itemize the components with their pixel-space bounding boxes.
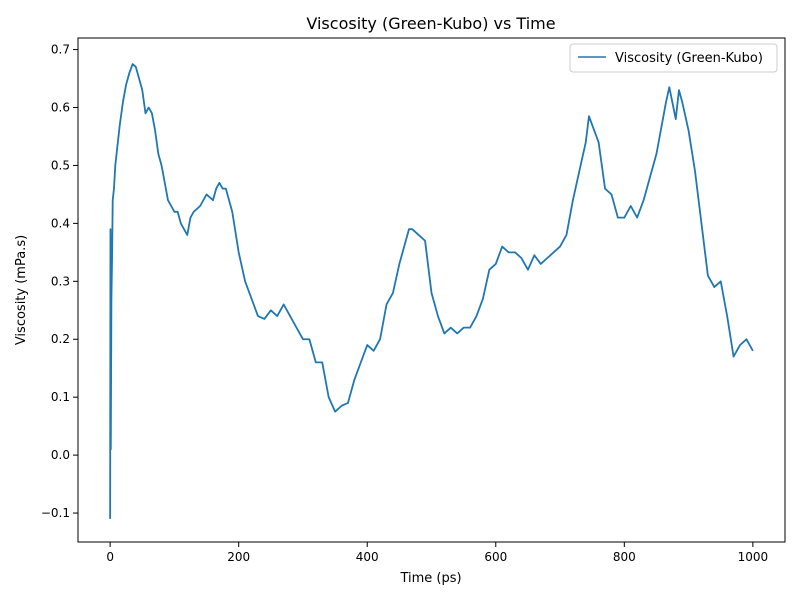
y-tick-label: −0.1: [41, 506, 70, 520]
x-tick-label: 400: [356, 550, 379, 564]
x-tick-label: 200: [227, 550, 250, 564]
x-tick-label: 0: [106, 550, 114, 564]
y-tick-label: 0.2: [51, 332, 70, 346]
y-tick-label: 0.7: [51, 43, 70, 57]
y-tick-label: 0.5: [51, 158, 70, 172]
x-axis-label: Time (ps): [399, 571, 461, 586]
series-line-0: [109, 63, 754, 519]
x-tick-label: 1000: [738, 550, 769, 564]
legend-label: Viscosity (Green-Kubo): [615, 51, 763, 66]
x-tick-label: 800: [613, 550, 636, 564]
plot-area: 0 200 400 600 800 1000 −0.1 0.0 0.1 0.2 0.3 0.4 0.5 0…: [41, 37, 786, 564]
axes-frame: [77, 37, 786, 543]
legend-box: [569, 43, 778, 73]
y-tick-label: 0.1: [51, 390, 70, 404]
y-tick-label: 0.6: [51, 101, 70, 115]
chart-title: Viscosity (Green-Kubo) vs Time: [306, 14, 555, 33]
y-axis-label: Viscosity (mPa.s): [14, 235, 29, 345]
y-tick-label: 0.4: [51, 216, 70, 230]
y-tick-label: 0.3: [51, 274, 70, 288]
legend: Viscosity (Green-Kubo): [569, 43, 778, 73]
y-tick-label: 0.0: [51, 448, 70, 462]
x-tick-label: 600: [484, 550, 507, 564]
